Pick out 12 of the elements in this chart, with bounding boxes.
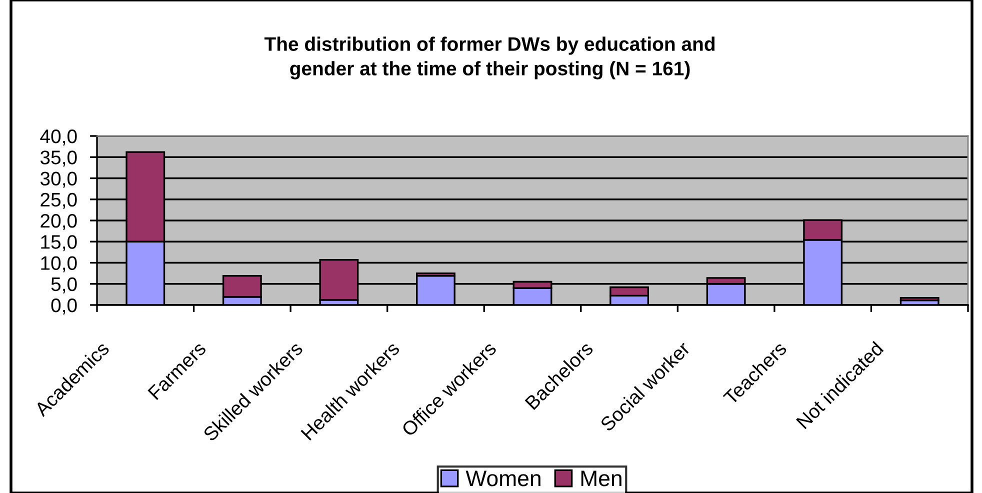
y-tick-label: 0,0 xyxy=(51,298,77,315)
y-tick-label: 40,0 xyxy=(40,129,77,146)
y-tick-label: 5,0 xyxy=(51,277,77,294)
y-tick-label: 25,0 xyxy=(40,192,77,209)
legend-label: Men xyxy=(581,470,622,486)
y-tick-label: 15,0 xyxy=(41,235,77,252)
chart-title: The distribution of former DWs by education and gender at the time of their posting (N = 161) xyxy=(264,36,715,80)
y-tick-label: 10,0 xyxy=(41,256,77,272)
y-tick-label: 35,0 xyxy=(40,150,77,167)
legend-label: Women xyxy=(466,470,540,486)
y-tick-label: 30,0 xyxy=(40,172,77,188)
y-tick-label: 20,0 xyxy=(40,214,77,230)
